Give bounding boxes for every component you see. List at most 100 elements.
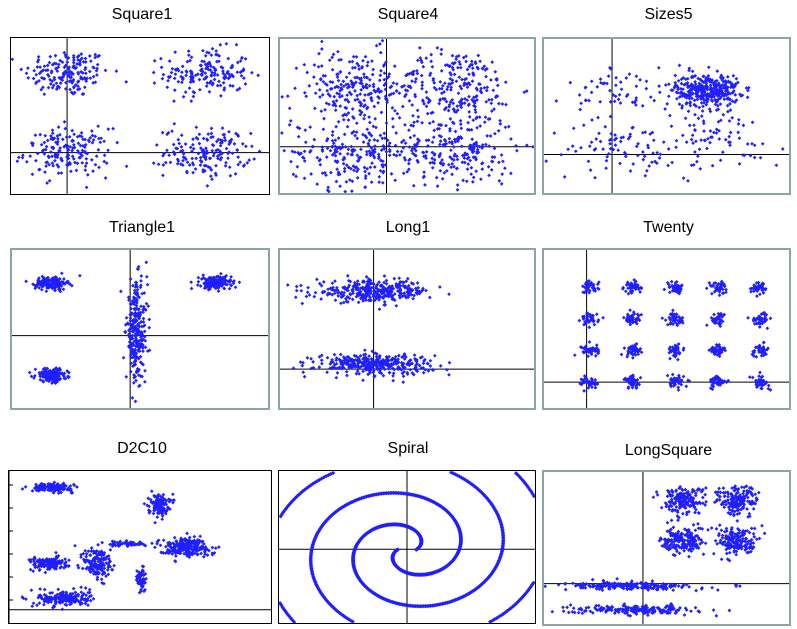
- data-point: [239, 73, 244, 78]
- data-point: [38, 132, 43, 137]
- data-point: [70, 128, 75, 133]
- data-point: [731, 73, 736, 78]
- data-point: [760, 386, 764, 391]
- data-point: [412, 120, 416, 125]
- data-point: [38, 587, 42, 591]
- data-point: [570, 144, 575, 148]
- data-point: [365, 63, 370, 68]
- data-point: [478, 124, 483, 128]
- data-point: [710, 291, 714, 296]
- data-point: [128, 369, 133, 374]
- data-point: [138, 333, 143, 338]
- data-point: [746, 316, 750, 320]
- data-point: [196, 151, 201, 156]
- data-point: [745, 142, 750, 146]
- data-point: [171, 142, 176, 147]
- data-point: [465, 85, 470, 89]
- data-point: [376, 100, 380, 105]
- data-point: [717, 137, 722, 141]
- data-point: [434, 175, 439, 180]
- data-point: [780, 147, 785, 151]
- data-point: [489, 78, 493, 82]
- data-point: [321, 73, 326, 78]
- data-point: [589, 140, 594, 145]
- data-point: [57, 149, 61, 153]
- data-point: [687, 123, 692, 128]
- data-point: [595, 85, 600, 89]
- data-point: [474, 169, 478, 174]
- data-point: [209, 74, 214, 78]
- data-point: [638, 346, 643, 351]
- data-point: [432, 161, 437, 166]
- data-point: [378, 366, 383, 370]
- data-point: [294, 66, 299, 71]
- data-point: [46, 483, 51, 488]
- data-point: [330, 281, 335, 286]
- data-point: [694, 91, 698, 96]
- data-point: [368, 120, 372, 125]
- data-point: [454, 79, 459, 84]
- data-point: [723, 137, 728, 142]
- data-point: [371, 84, 376, 89]
- data-point: [185, 169, 189, 174]
- data-point: [93, 134, 98, 139]
- data-point: [333, 279, 337, 283]
- data-point: [392, 276, 397, 281]
- data-point: [442, 107, 447, 112]
- data-point: [193, 167, 198, 171]
- data-point: [108, 548, 113, 552]
- data-point: [207, 81, 212, 85]
- data-point: [48, 591, 52, 595]
- data-point: [684, 384, 689, 389]
- data-point: [608, 88, 612, 93]
- data-point: [466, 162, 471, 166]
- data-point: [156, 162, 161, 167]
- data-point: [44, 144, 49, 149]
- data-point: [330, 67, 335, 72]
- data-point: [374, 43, 379, 48]
- chart-title: Long1: [385, 219, 431, 236]
- data-point: [500, 102, 505, 106]
- data-point: [166, 75, 171, 79]
- data-point: [460, 153, 465, 158]
- data-point: [477, 115, 482, 119]
- data-point: [376, 156, 381, 161]
- data-point: [356, 158, 361, 163]
- data-point: [363, 93, 367, 97]
- data-point: [444, 169, 449, 173]
- data-point: [350, 107, 355, 111]
- data-point: [467, 115, 472, 119]
- data-point: [359, 147, 363, 152]
- data-point: [451, 144, 456, 149]
- data-point: [201, 273, 206, 277]
- data-point: [235, 70, 240, 75]
- data-point: [760, 141, 765, 146]
- chart-title: Square1: [111, 6, 173, 23]
- data-point: [362, 98, 367, 103]
- data-point: [473, 107, 478, 112]
- scatter-svg: [12, 250, 268, 408]
- data-point: [84, 161, 89, 165]
- data-point: [673, 320, 677, 325]
- data-point: [185, 160, 190, 165]
- data-point: [566, 147, 570, 152]
- data-point: [245, 161, 250, 165]
- data-point: [53, 53, 58, 58]
- data-point: [407, 99, 412, 103]
- data-point: [360, 64, 365, 69]
- data-point: [165, 148, 169, 153]
- data-point: [191, 137, 195, 141]
- data-point: [702, 129, 706, 133]
- data-point: [167, 153, 171, 158]
- data-point: [399, 140, 404, 145]
- data-point: [480, 167, 485, 171]
- data-point: [752, 316, 756, 321]
- data-point: [453, 129, 458, 134]
- data-point: [159, 56, 163, 61]
- data-point: [57, 374, 61, 379]
- data-point: [381, 64, 386, 68]
- data-point: [302, 149, 307, 154]
- data-point: [719, 118, 723, 123]
- data-point: [467, 64, 472, 69]
- data-point: [643, 173, 648, 178]
